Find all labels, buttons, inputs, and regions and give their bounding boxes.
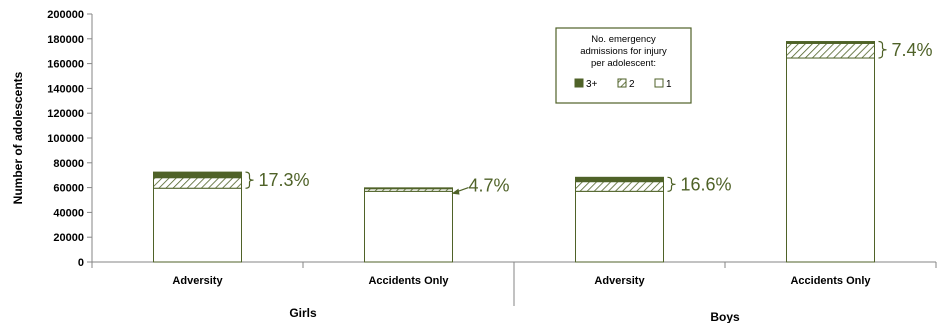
bar-segment-2	[786, 42, 875, 59]
pct-brace	[667, 176, 676, 192]
category-label: Accidents Only	[368, 275, 449, 287]
y-tick-label: 200000	[47, 9, 84, 21]
legend-label: 1	[666, 79, 672, 90]
bar-segment-1	[153, 187, 242, 263]
legend-label: 2	[629, 79, 635, 90]
y-tick-label: 120000	[47, 108, 84, 120]
axes: 0 20000 40000 60000 80000 100000 120000 140000 1…	[11, 9, 937, 306]
pct-arrowhead	[451, 188, 460, 195]
y-tick-label: 140000	[47, 83, 84, 95]
y-tick-label: 160000	[47, 59, 84, 71]
pct-label: 7.4%	[892, 40, 933, 60]
group-label-boys: Boys	[710, 310, 740, 323]
pct-label: 16.6%	[681, 174, 732, 194]
pct-label: 17.3%	[259, 170, 310, 190]
y-tick-label: 0	[78, 257, 84, 269]
bar-segment-3plus	[364, 187, 453, 190]
legend-title-line: admissions for injury	[580, 46, 667, 57]
y-tick-label: 20000	[53, 232, 84, 244]
legend-swatch-segment-2	[617, 78, 627, 88]
bar-segment-2	[153, 177, 242, 189]
pct-brace	[878, 40, 887, 59]
y-tick-label: 180000	[47, 34, 84, 46]
legend-title-line: No. emergency	[591, 34, 656, 45]
bar-segment-3plus	[786, 41, 875, 44]
bar-segment-2	[575, 181, 664, 192]
legend-label: 3+	[586, 79, 598, 90]
labels: Adversity 17.3% Accidents Only 4.7% Adversit…	[172, 40, 932, 323]
y-tick-label: 60000	[53, 183, 84, 195]
pct-brace	[245, 171, 254, 189]
legend-swatch-segment-1	[654, 78, 664, 88]
group-label-girls: Girls	[289, 306, 317, 320]
category-label: Adversity	[172, 275, 223, 287]
bar-segment-3plus	[575, 176, 664, 183]
bar-segment-1	[364, 190, 453, 263]
legend-box	[555, 27, 692, 104]
y-tick-label: 80000	[53, 158, 84, 170]
y-tick-label: 40000	[53, 207, 84, 219]
pct-label: 4.7%	[469, 176, 510, 196]
bar-segment-1	[575, 190, 664, 263]
legend-swatch-segment-3plus	[574, 78, 584, 88]
bars	[153, 41, 875, 263]
category-label: Adversity	[594, 275, 645, 287]
category-label: Accidents Only	[790, 275, 871, 287]
bar-segment-3plus	[153, 171, 242, 179]
y-axis-title: Number of adolescents	[11, 71, 25, 204]
legend-title-line: per adolescent:	[591, 58, 656, 69]
bar-segment-1	[786, 57, 875, 263]
y-tick-label: 100000	[47, 133, 84, 145]
